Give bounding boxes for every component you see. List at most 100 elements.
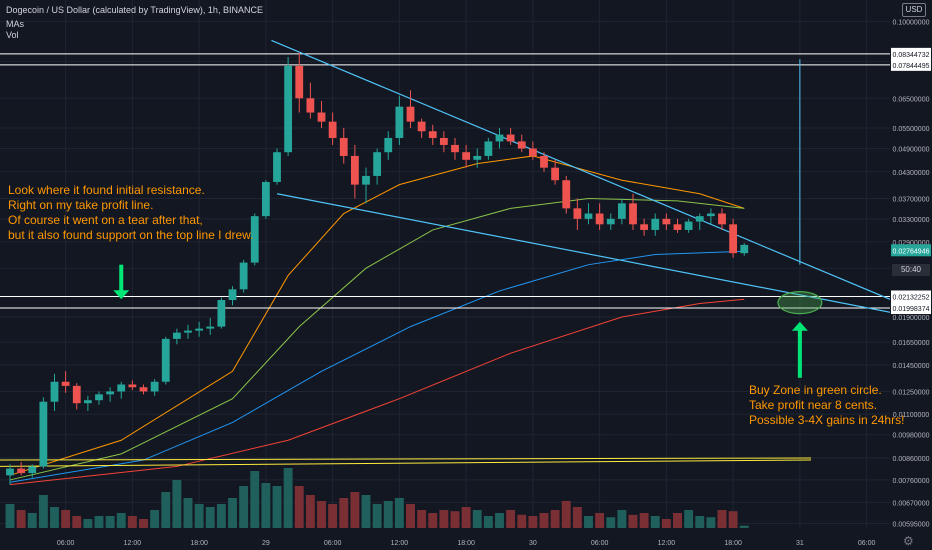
volume-bar: [739, 525, 749, 528]
price-tick-label: 0.00860000: [893, 456, 930, 463]
candle-body: [484, 141, 493, 156]
candle-body: [83, 400, 92, 404]
price-tick-label: 0.01900000: [893, 315, 930, 322]
volume-bar: [717, 510, 727, 528]
current-price-tag: [891, 244, 931, 257]
chart-title[interactable]: Dogecoin / US Dollar (calculated by Trad…: [6, 5, 263, 15]
candle-body: [139, 387, 148, 392]
current-price-label: 0.02764946: [893, 248, 930, 255]
candle-body: [462, 152, 471, 160]
moving-average-line: [9, 250, 745, 483]
candle-body: [50, 381, 59, 402]
volume-bar: [16, 510, 26, 528]
candle-body: [506, 134, 515, 142]
price-tick-label: 0.05500000: [893, 126, 930, 133]
candle-body: [195, 328, 204, 331]
candle-body: [261, 181, 270, 217]
volume-bar: [228, 498, 237, 528]
candle-body: [473, 155, 482, 160]
volume-bar: [372, 504, 382, 528]
volume-bar: [561, 501, 571, 528]
volume-bar: [394, 498, 404, 528]
volume-bar: [517, 514, 527, 528]
candle-body: [328, 121, 337, 138]
volume-bar: [706, 517, 716, 528]
time-tick-label: 06:00: [57, 540, 75, 547]
time-tick-label: 30: [529, 540, 537, 547]
right-annotation: Buy Zone in green circle. Take profit ne…: [749, 383, 905, 427]
volume-bar: [495, 513, 504, 528]
yellow-support-line: [0, 459, 812, 467]
volume-bar: [127, 516, 137, 528]
candle-body: [161, 338, 170, 382]
candle-body: [517, 141, 526, 149]
candle-body: [428, 131, 437, 138]
volume-bar: [728, 511, 738, 528]
candle-body: [206, 326, 215, 329]
volume-bar: [283, 468, 293, 528]
volume-bar: [216, 504, 226, 528]
candle-body: [606, 218, 615, 225]
candle-body: [551, 167, 560, 181]
candle-body: [150, 381, 159, 392]
volume-bar: [539, 513, 549, 528]
volume-bar: [483, 516, 493, 528]
level-price-label: 0.08344732: [893, 52, 930, 59]
volume-bar: [406, 504, 415, 528]
candle-body: [362, 175, 370, 185]
price-tick-label: 0.03700000: [893, 196, 930, 203]
indicator-mas-label[interactable]: MAs: [6, 19, 24, 29]
price-tick-label: 0.10000000: [893, 20, 930, 27]
candle-body: [95, 394, 103, 401]
volume-bar: [550, 510, 560, 528]
time-tick-label: 18:00: [457, 540, 475, 547]
volume-bar: [27, 513, 37, 528]
candle-body: [384, 137, 393, 153]
buy-zone-circle: [777, 291, 823, 315]
volume-bar: [250, 471, 260, 528]
level-price-label: 0.07844495: [893, 63, 930, 70]
candle-body: [228, 289, 237, 301]
candle-body: [39, 401, 48, 467]
volume-bar: [172, 480, 182, 528]
price-tick-label: 0.01650000: [893, 340, 930, 347]
time-tick-label: 31: [796, 540, 804, 547]
volume-bar: [150, 510, 160, 528]
candle-body: [72, 385, 81, 404]
indicator-vol-label[interactable]: Vol: [6, 30, 19, 40]
volume-bar: [684, 510, 694, 528]
volume-bar: [328, 504, 338, 528]
volume-bar: [628, 514, 638, 528]
moving-average-line: [9, 155, 745, 476]
volume-bar: [461, 507, 471, 528]
time-tick-label: 29: [262, 540, 270, 547]
candle-body: [172, 332, 181, 339]
time-tick-label: 06:00: [324, 540, 342, 547]
candle-body: [250, 216, 259, 263]
candle-body: [595, 213, 604, 225]
yellow-support-line: [0, 457, 812, 461]
candle-body: [284, 65, 293, 153]
candle-body: [106, 391, 115, 395]
candle-body: [128, 384, 137, 388]
price-tick-label: 0.00760000: [893, 478, 930, 485]
candle-body: [406, 106, 415, 122]
candle-body: [217, 300, 226, 327]
candle-body: [317, 112, 326, 122]
volume-bar: [472, 510, 482, 528]
candle-body: [629, 203, 637, 225]
candle-body: [395, 106, 404, 138]
candle-body: [662, 218, 671, 225]
volume-bar: [606, 517, 616, 528]
candle-body: [61, 381, 70, 386]
currency-badge[interactable]: USD: [902, 3, 926, 17]
candle-body: [540, 155, 548, 168]
settings-gear-icon[interactable]: ⚙: [903, 534, 914, 548]
candle-body: [729, 224, 738, 254]
price-tick-label: 0.00595000: [893, 521, 930, 528]
volume-bar: [506, 510, 516, 528]
volume-bar: [650, 516, 660, 528]
candle-body: [573, 208, 582, 219]
volume-bar: [261, 483, 271, 528]
